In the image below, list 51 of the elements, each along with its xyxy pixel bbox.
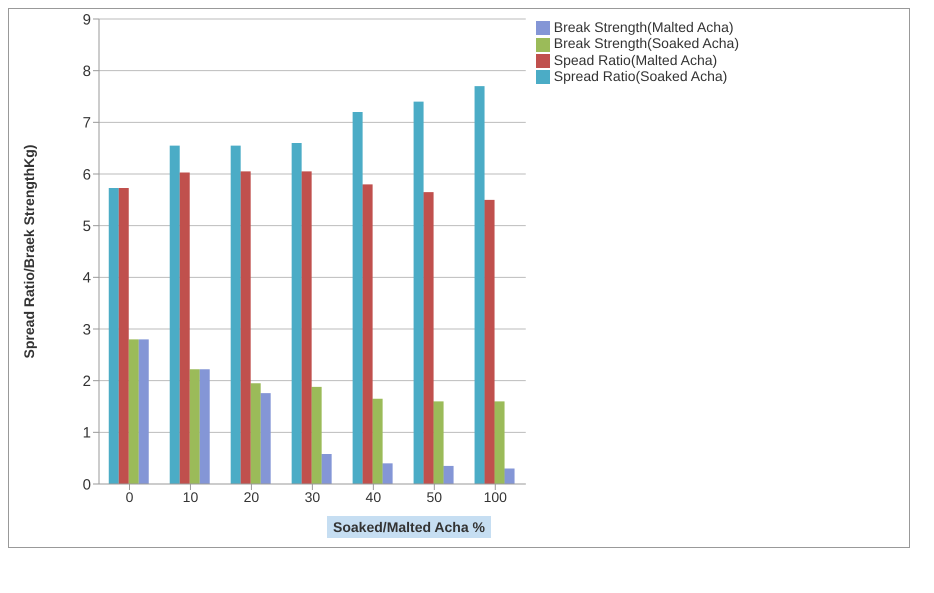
legend-label: Spread Ratio(Soaked Acha) (554, 68, 728, 84)
y-tick-label: 2 (82, 372, 91, 390)
bar (190, 369, 200, 484)
bar (230, 146, 241, 484)
bar (302, 171, 312, 484)
bar (292, 143, 302, 484)
bar (424, 192, 434, 484)
y-tick-label: 4 (82, 270, 91, 287)
bar (138, 339, 149, 484)
x-axis-title: Soaked/Malted Acha % (327, 516, 491, 538)
x-tick-label: 50 (426, 488, 442, 505)
y-tick-label: 6 (82, 166, 91, 184)
bar (362, 184, 373, 484)
y-tick-label: 3 (82, 321, 91, 338)
bar (118, 188, 129, 484)
bar (170, 146, 180, 484)
bar (108, 188, 119, 484)
x-tick-label: 0 (126, 488, 134, 505)
bar (312, 386, 322, 484)
y-tick-label: 8 (82, 62, 91, 80)
x-tick-label: 40 (366, 488, 382, 505)
bar (444, 466, 454, 484)
bar (372, 398, 383, 484)
bar (200, 369, 210, 484)
bar (474, 86, 485, 484)
legend-label: Break Strength(Malted Acha) (554, 19, 734, 35)
bar (352, 112, 363, 484)
bar (434, 401, 444, 484)
y-axis-title: Spread Ratio/Braek StrengthKg) (20, 144, 37, 358)
y-tick-label: 5 (82, 218, 91, 235)
y-tick-label: 7 (82, 114, 91, 132)
bar (240, 171, 251, 484)
x-tick-label: 30 (304, 488, 320, 505)
bar (484, 200, 495, 484)
legend-label: Break Strength(Soaked Acha) (554, 35, 739, 52)
bar (260, 393, 271, 484)
bar (250, 383, 261, 484)
bar (494, 401, 505, 484)
bar (382, 463, 393, 484)
x-tick-label: 10 (182, 488, 198, 505)
legend-label: Spead Ratio(Malted Acha) (554, 52, 718, 68)
x-tick-label: 20 (244, 488, 260, 505)
bar (322, 454, 332, 484)
bar (128, 339, 139, 484)
y-tick-label: 9 (82, 11, 91, 28)
bar (180, 172, 190, 484)
y-tick-label: 1 (82, 424, 91, 442)
x-tick-label: 100 (484, 488, 508, 505)
bar (504, 468, 515, 484)
y-tick-label: 0 (82, 476, 91, 494)
bar (414, 102, 424, 484)
